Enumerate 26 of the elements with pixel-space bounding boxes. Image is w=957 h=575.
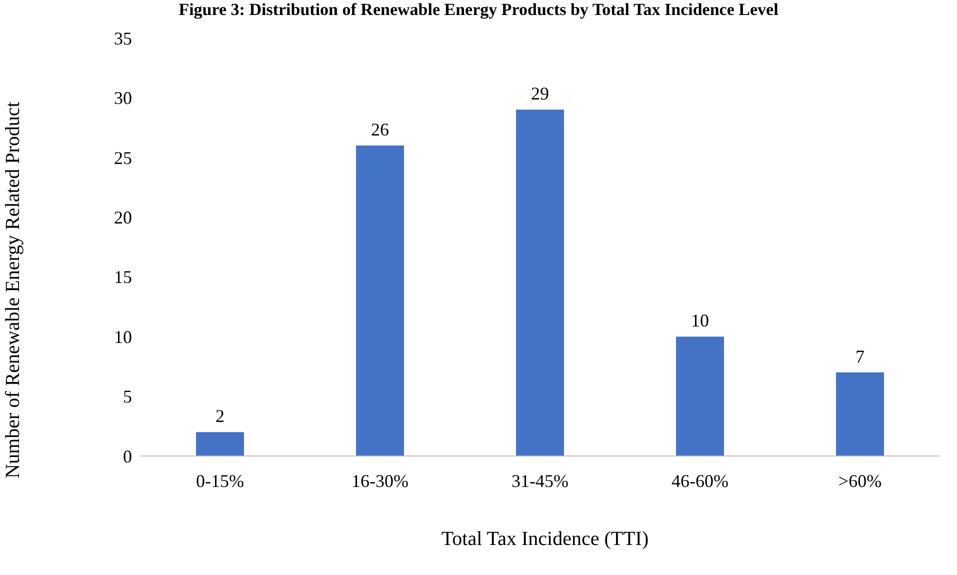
x-tick-label: 0-15% [196,470,244,491]
bar [676,336,724,456]
y-tick-label: 35 [114,28,132,48]
bar [356,145,404,456]
y-tick-label: 0 [123,446,132,466]
chart-title: Figure 3: Distribution of Renewable Energy Products by Total Tax Incidence Level [178,0,780,20]
x-tick-label: 31-45% [512,470,568,491]
bar [836,372,884,456]
x-tick-label: 16-30% [352,470,408,491]
y-tick-label: 25 [114,148,132,168]
data-label: 10 [691,310,709,331]
x-tick-label: >60% [838,470,882,491]
y-tick-label: 30 [114,88,132,108]
y-tick-label: 20 [114,208,132,228]
y-tick-label: 5 [123,386,132,407]
x-tick-label: 46-60% [672,470,728,491]
y-tick-label: 15 [114,267,132,288]
data-label: 7 [856,346,864,366]
data-label: 29 [531,84,549,104]
data-label: 26 [371,119,389,140]
y-tick-label: 10 [114,326,132,347]
x-axis-title: Total Tax Incidence (TTI) [440,528,650,551]
y-axis-title: Number of Renewable Energy Related Product [1,100,25,480]
data-label: 2 [216,406,224,426]
bar [516,110,564,456]
bar [196,432,244,456]
